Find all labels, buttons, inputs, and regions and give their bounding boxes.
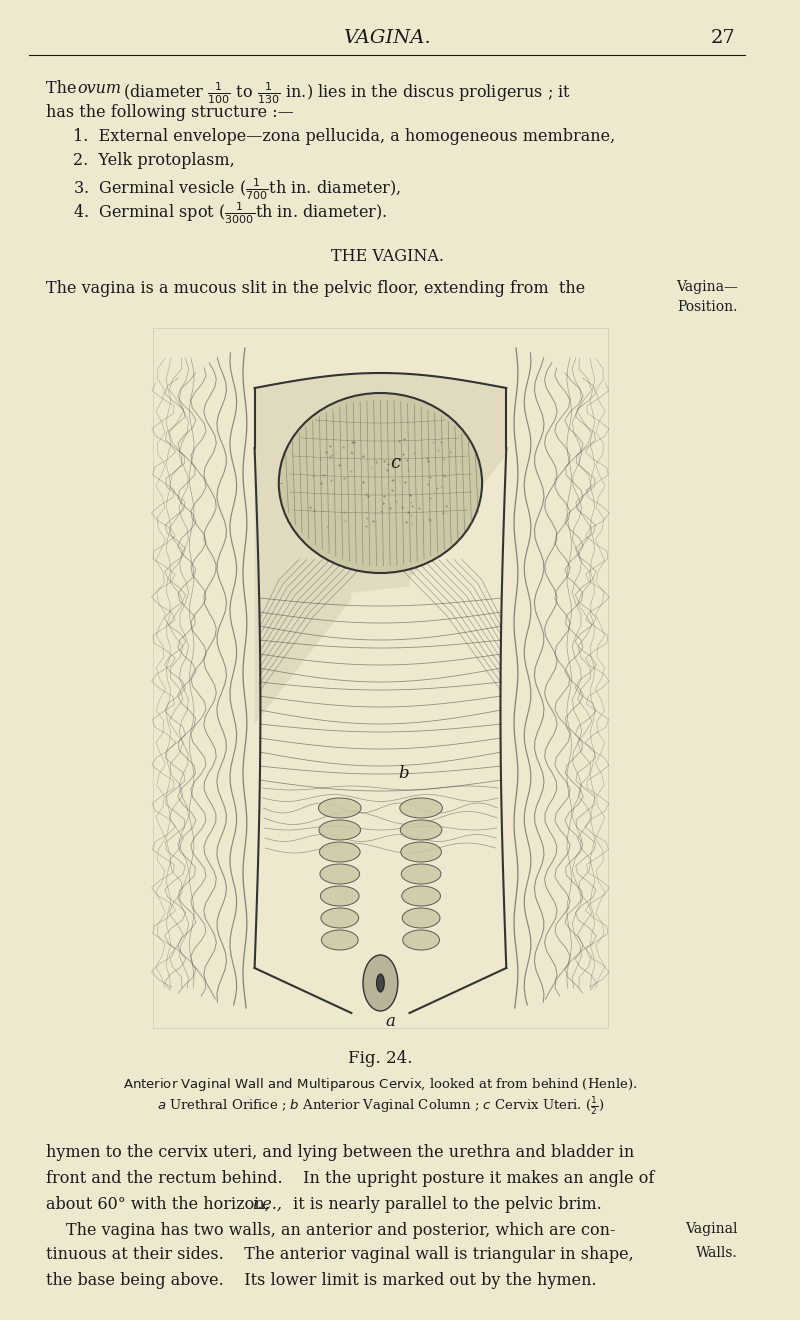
Text: c: c [390,454,400,473]
Ellipse shape [321,908,358,928]
Text: 27: 27 [711,29,736,48]
Ellipse shape [363,954,398,1011]
Text: The vagina has two walls, an anterior and posterior, which are con-: The vagina has two walls, an anterior an… [66,1222,615,1239]
Polygon shape [254,374,506,731]
Text: 2.  Yelk protoplasm,: 2. Yelk protoplasm, [73,152,234,169]
Text: $\mathsf{Anterior\ Vaginal\ Wall\ and\ Multiparous\ Cervix}$, looked at from beh: $\mathsf{Anterior\ Vaginal\ Wall\ and\ M… [123,1076,638,1093]
Text: Position.: Position. [678,300,738,314]
Ellipse shape [320,865,360,884]
Text: Vagina—: Vagina— [676,280,738,294]
Ellipse shape [377,974,384,993]
Text: $a$ Urethral Orifice ; $b$ Anterior Vaginal Column ; $c$ Cervix Uteri. ($\frac{1: $a$ Urethral Orifice ; $b$ Anterior Vagi… [157,1096,604,1118]
Text: Walls.: Walls. [696,1246,738,1261]
Ellipse shape [321,886,359,906]
Text: VAGINA.: VAGINA. [343,29,431,48]
Text: has the following structure :—: has the following structure :— [46,104,294,121]
Text: (diameter $\frac{1}{100}$ to $\frac{1}{130}$ in.) lies in the discus proligerus : (diameter $\frac{1}{100}$ to $\frac{1}{1… [118,81,571,106]
Text: 1.  External envelope—zona pellucida, a homogeneous membrane,: 1. External envelope—zona pellucida, a h… [73,128,615,145]
Text: The: The [46,81,82,96]
Ellipse shape [319,842,360,862]
Ellipse shape [402,865,441,884]
Ellipse shape [400,820,442,840]
Text: Vaginal: Vaginal [685,1222,738,1236]
Ellipse shape [401,842,442,862]
Ellipse shape [402,908,440,928]
Ellipse shape [402,886,441,906]
Text: b: b [398,764,409,781]
Ellipse shape [278,393,482,573]
Text: ovum: ovum [78,81,122,96]
Text: front and the rectum behind.    In the upright posture it makes an angle of: front and the rectum behind. In the upri… [46,1170,655,1187]
Text: 4.  Germinal spot ($\frac{1}{3000}$th in. diameter).: 4. Germinal spot ($\frac{1}{3000}$th in.… [73,201,387,226]
Text: the base being above.    Its lower limit is marked out by the hymen.: the base being above. Its lower limit is… [46,1272,597,1290]
Text: THE VAGINA.: THE VAGINA. [330,248,444,265]
Text: 3.  Germinal vesicle ($\frac{1}{700}$th in. diameter),: 3. Germinal vesicle ($\frac{1}{700}$th i… [73,176,401,202]
Text: The vagina is a mucous slit in the pelvic floor, extending from  the: The vagina is a mucous slit in the pelvi… [46,280,586,297]
Text: Fig. 24.: Fig. 24. [348,1049,413,1067]
Ellipse shape [322,931,358,950]
Text: tinuous at their sides.    The anterior vaginal wall is triangular in shape,: tinuous at their sides. The anterior vag… [46,1246,634,1263]
Text: it is nearly parallel to the pelvic brim.: it is nearly parallel to the pelvic brim… [289,1196,602,1213]
Ellipse shape [402,931,439,950]
Text: a: a [386,1012,395,1030]
Text: i.e.,: i.e., [252,1196,282,1213]
Ellipse shape [400,799,442,818]
Text: about 60° with the horizon,: about 60° with the horizon, [46,1196,275,1213]
Ellipse shape [318,799,361,818]
Ellipse shape [319,820,361,840]
Polygon shape [153,327,608,1028]
Text: hymen to the cervix uteri, and lying between the urethra and bladder in: hymen to the cervix uteri, and lying bet… [46,1144,634,1162]
